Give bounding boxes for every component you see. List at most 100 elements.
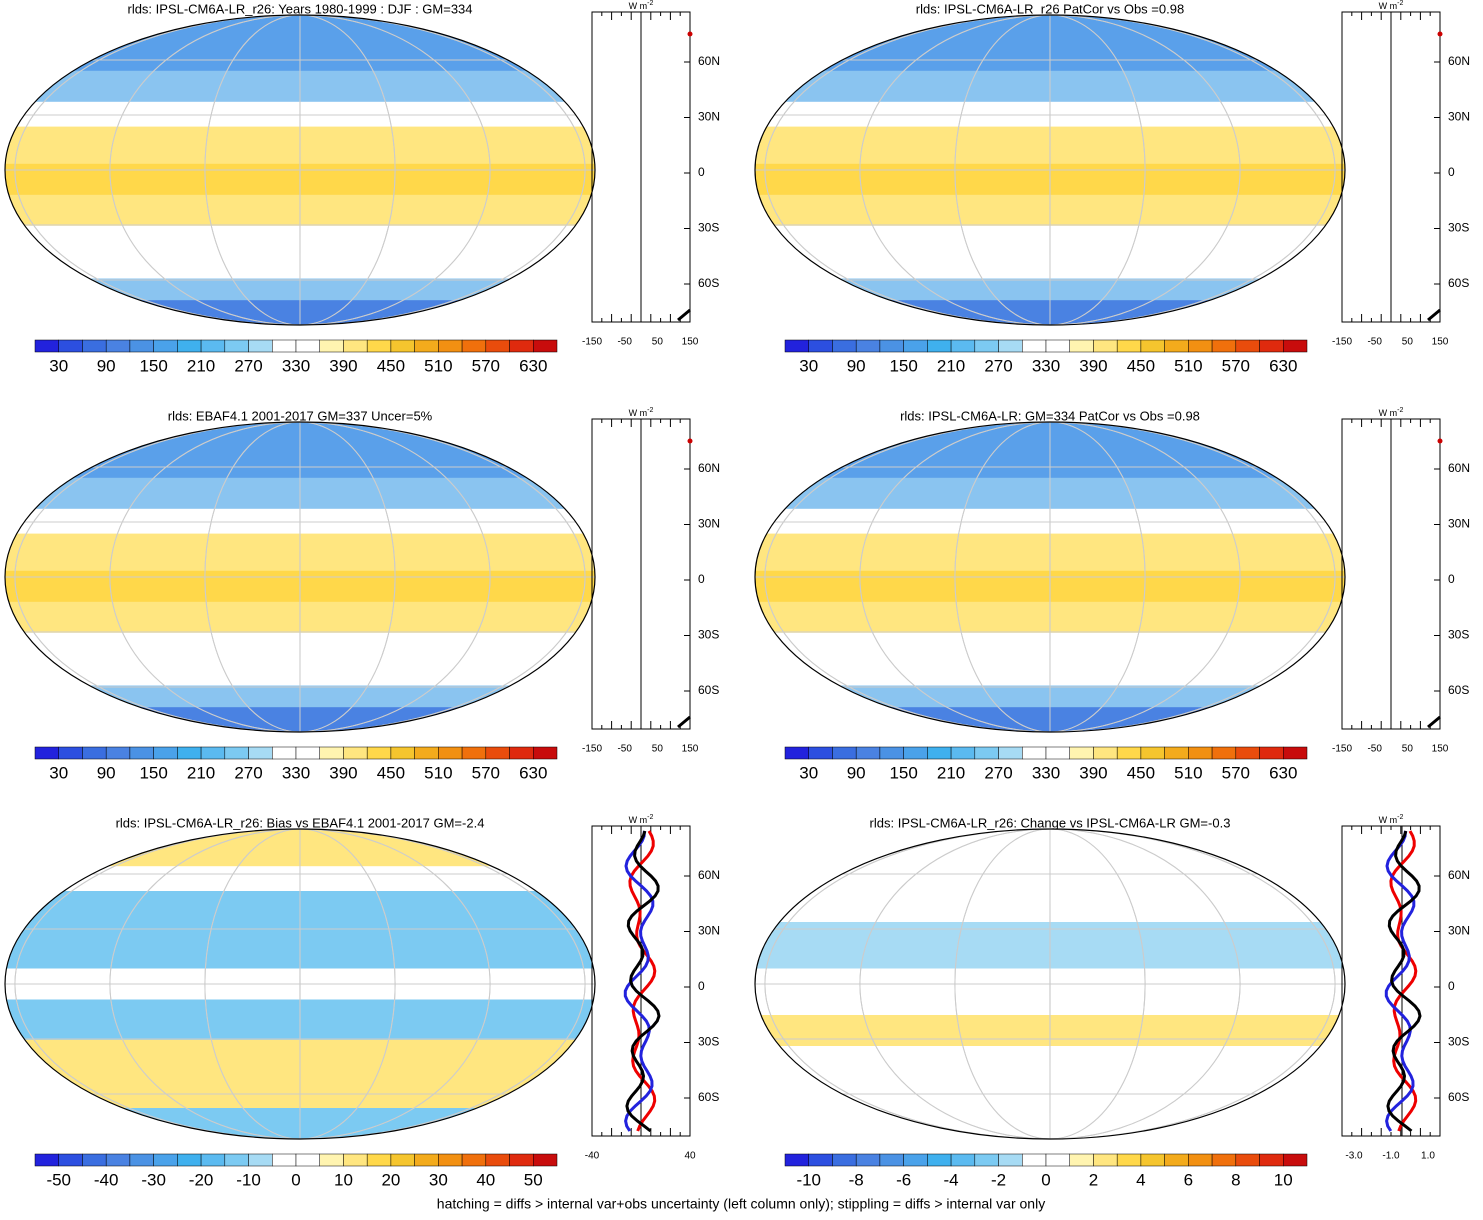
colorbar-box (296, 747, 320, 759)
colorbar-box (415, 747, 439, 759)
profile-unit: W m-2 (1379, 407, 1404, 419)
colorbar-box (249, 747, 273, 759)
colorbar-box (1022, 747, 1046, 759)
colorbar-box (927, 340, 951, 352)
colorbar-box (1236, 747, 1260, 759)
colorbar-label: 390 (329, 763, 357, 782)
colorbar-box (462, 1154, 486, 1166)
colorbar-box (130, 1154, 154, 1166)
profile-x-label: 50 (652, 337, 664, 348)
profile-y-label: 60S (698, 276, 719, 290)
colorbar-box (1188, 340, 1212, 352)
colorbar-box (486, 747, 510, 759)
colorbar-box (486, 340, 510, 352)
colorbar-box (1165, 747, 1189, 759)
colorbar-label: 210 (187, 763, 215, 782)
profile-line (1428, 310, 1440, 320)
colorbar-label: 390 (1079, 356, 1107, 375)
profile-y-label: 0 (698, 572, 705, 586)
colorbar-label: 20 (381, 1170, 400, 1189)
colorbar-box (177, 747, 201, 759)
unit-text: W m (1379, 408, 1398, 418)
colorbar-box (856, 747, 880, 759)
colorbar-label: 50 (524, 1170, 543, 1189)
colorbar-box (904, 340, 928, 352)
profile-x-label: -50 (1367, 744, 1382, 755)
colorbar-box (343, 1154, 367, 1166)
panel: rlds: IPSL-CM6A-LR: GM=334 PatCor vs Obs… (755, 407, 1470, 783)
profile-y-label: 30N (698, 110, 720, 124)
colorbar-box (1117, 747, 1141, 759)
colorbar-box (1070, 1154, 1094, 1166)
colorbar-box (154, 340, 178, 352)
colorbar-box (785, 1154, 809, 1166)
colorbar-box (975, 747, 999, 759)
profile-x-label: -50 (617, 744, 632, 755)
colorbar-box (1260, 340, 1284, 352)
colorbar-label: 630 (1269, 763, 1297, 782)
profile-unit: W m-2 (629, 407, 654, 419)
map-title: rlds: IPSL-CM6A-LR: GM=334 PatCor vs Obs… (900, 408, 1200, 423)
colorbar-label: 450 (377, 356, 405, 375)
unit-exp: -2 (1397, 407, 1403, 414)
colorbar-box (154, 747, 178, 759)
colorbar-box (130, 747, 154, 759)
colorbar-box (249, 1154, 273, 1166)
colorbar-box (832, 747, 856, 759)
colorbar-box (1141, 747, 1165, 759)
colorbar-box (272, 340, 296, 352)
colorbar-label: 510 (424, 763, 452, 782)
profile-x-label: 50 (1402, 337, 1414, 348)
colorbar-box (1070, 747, 1094, 759)
panel: rlds: IPSL-CM6A-LR_r26: Years 1980-1999 … (5, 0, 720, 375)
profile-y-label: 30N (1448, 110, 1470, 124)
colorbar-label: 90 (97, 356, 116, 375)
colorbar-label: 570 (1222, 763, 1250, 782)
map-field (755, 829, 1345, 1140)
map-field (5, 829, 595, 1140)
colorbar-label: 150 (139, 763, 167, 782)
colorbar-label: 90 (97, 763, 116, 782)
colorbar-box (438, 1154, 462, 1166)
colorbar-label: 90 (847, 356, 866, 375)
colorbar-box (1283, 747, 1307, 759)
colorbar-box (415, 1154, 439, 1166)
colorbar-box (832, 1154, 856, 1166)
colorbar-label: -4 (944, 1170, 959, 1189)
colorbar-box (35, 747, 59, 759)
colorbar-box (951, 1154, 975, 1166)
colorbar-label: 630 (1269, 356, 1297, 375)
profile-x-label: 50 (1402, 744, 1414, 755)
profile-y-label: 60S (698, 683, 719, 697)
colorbar-label: 10 (334, 1170, 353, 1189)
unit-text: W m (1379, 815, 1398, 825)
colorbar-box (1141, 1154, 1165, 1166)
colorbar-label: 450 (377, 763, 405, 782)
profile-y-label: 30S (698, 1035, 719, 1049)
colorbar-box (927, 1154, 951, 1166)
colorbar-label: 40 (476, 1170, 495, 1189)
colorbar-box (438, 340, 462, 352)
colorbar-box (391, 1154, 415, 1166)
colorbar-label: -6 (896, 1170, 911, 1189)
colorbar-box (951, 340, 975, 352)
colorbar-box (1283, 1154, 1307, 1166)
colorbar-box (999, 747, 1023, 759)
profile-y-label: 0 (1448, 572, 1455, 586)
profile-y-label: 60N (1448, 54, 1470, 68)
profile-y-label: 30S (1448, 1035, 1469, 1049)
colorbar-box (320, 747, 344, 759)
map-title: rlds: IPSL-CM6A-LR_r26: Bias vs EBAF4.1 … (116, 815, 485, 830)
colorbar-box (1022, 340, 1046, 352)
colorbar-box (367, 340, 391, 352)
colorbar-box (1236, 340, 1260, 352)
colorbar-box (533, 1154, 557, 1166)
profile-x-label: -40 (585, 1151, 600, 1162)
profile-unit: W m-2 (629, 0, 654, 11)
profile-marker (688, 439, 693, 444)
colorbar-box (1022, 1154, 1046, 1166)
colorbar-label: 450 (1127, 763, 1155, 782)
colorbar-label: 0 (1041, 1170, 1050, 1189)
colorbar-box (510, 340, 534, 352)
